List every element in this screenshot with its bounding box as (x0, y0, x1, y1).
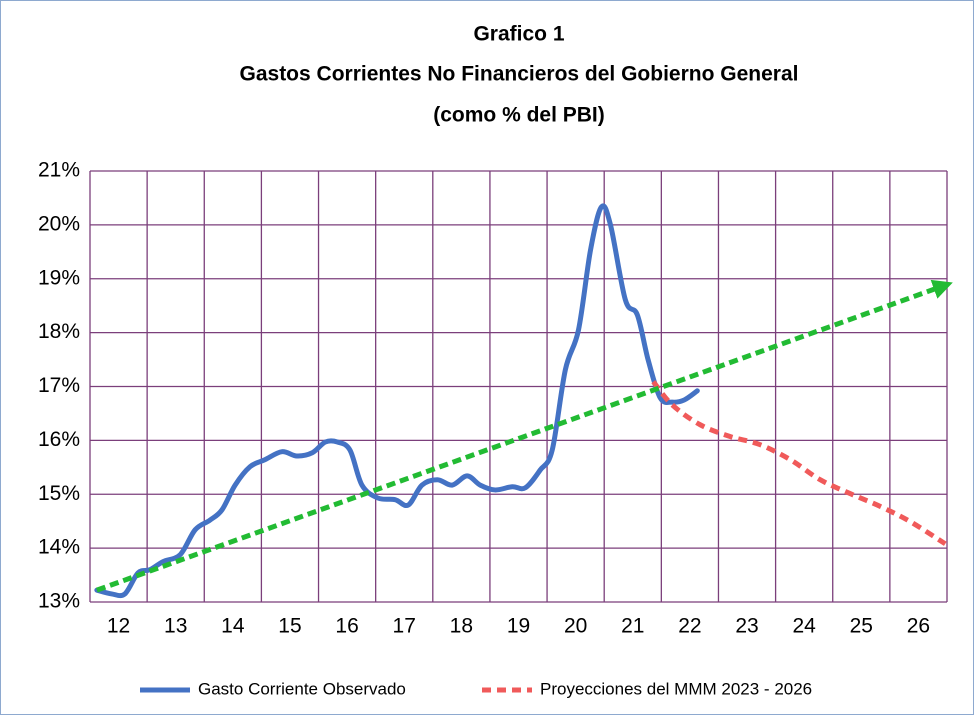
x-tick-label: 17 (393, 615, 416, 638)
y-tick-label: 15% (38, 482, 80, 505)
legend-label: Gasto Corriente Observado (198, 679, 406, 698)
y-tick-label: 16% (38, 428, 80, 451)
series-line (651, 380, 947, 546)
chart-subtitle: (como % del PBI) (433, 104, 605, 127)
y-tick-label: 20% (38, 212, 80, 235)
x-tick-label: 22 (678, 615, 701, 638)
legend-label: Proyecciones del MMM 2023 - 2026 (540, 679, 812, 698)
y-tick-label: 17% (38, 374, 80, 397)
y-tick-label: 21% (38, 159, 80, 182)
chart-title: Gastos Corrientes No Financieros del Gob… (240, 63, 799, 86)
x-tick-label: 21 (621, 615, 644, 638)
x-tick-label: 19 (507, 615, 530, 638)
x-tick-label: 25 (850, 615, 873, 638)
x-tick-label: 14 (221, 615, 245, 638)
x-tick-label: 16 (335, 615, 358, 638)
x-tick-label: 20 (564, 615, 587, 638)
x-tick-label: 23 (735, 615, 758, 638)
y-tick-label: 19% (38, 266, 80, 289)
chart-title: Grafico 1 (473, 23, 564, 46)
x-tick-label: 12 (107, 615, 130, 638)
x-tick-label: 13 (164, 615, 187, 638)
x-tick-label: 24 (792, 615, 816, 638)
y-tick-label: 18% (38, 320, 80, 343)
x-tick-label: 15 (278, 615, 301, 638)
y-tick-label: 14% (38, 536, 80, 559)
x-tick-label: 18 (450, 615, 473, 638)
series-line (94, 203, 700, 599)
y-tick-label: 13% (38, 590, 80, 613)
trend-arrow (96, 279, 953, 593)
x-tick-label: 26 (907, 615, 930, 638)
